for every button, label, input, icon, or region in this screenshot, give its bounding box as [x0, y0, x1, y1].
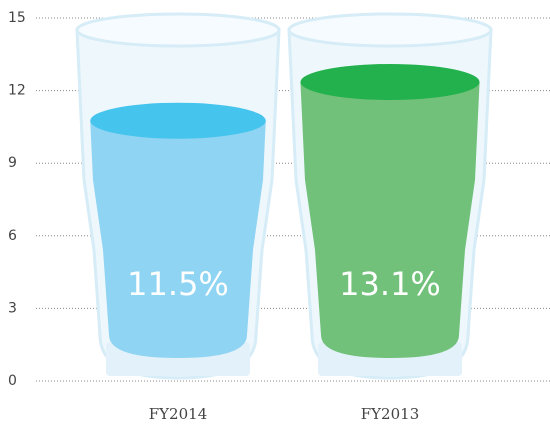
value-label: 11.5%	[127, 265, 229, 303]
glass-rim	[289, 14, 491, 46]
liquid	[300, 82, 479, 358]
chart: 0 3 6 9 12 15 11.5% FY2014 13.1% FY2013	[0, 0, 550, 434]
y-tick-label: 6	[8, 228, 17, 244]
y-tick-label: 3	[8, 300, 17, 316]
value-label: 13.1%	[339, 265, 441, 303]
y-tick-label: 9	[8, 155, 17, 171]
liquid-surface	[90, 103, 266, 139]
y-tick-label: 0	[8, 373, 17, 389]
liquid	[90, 121, 266, 358]
glass-rim	[77, 14, 279, 46]
liquid-surface	[300, 64, 479, 100]
x-tick-label: FY2014	[149, 405, 207, 423]
y-tick-label: 12	[8, 83, 26, 99]
y-tick-label: 15	[8, 10, 26, 26]
x-tick-label: FY2013	[361, 405, 419, 423]
